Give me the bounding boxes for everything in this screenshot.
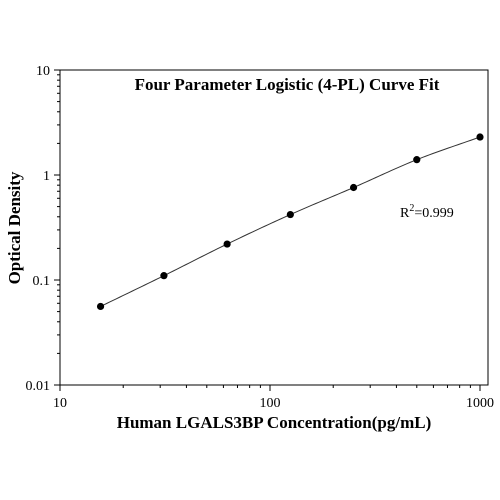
y-tick-label: 1 [43,169,50,184]
ticks-layer: 10 100 1000 0.01 0.1 1 10 [26,64,495,411]
y-axis-title: Optical Density [5,171,24,284]
data-point [413,156,421,164]
data-point [223,240,231,248]
points-layer [96,133,484,311]
y-tick-label: 10 [36,64,50,79]
fit-curve [100,136,481,307]
x-tick-label: 1000 [466,396,494,411]
r-squared-annotation: R2=0.999 [400,203,454,221]
data-point [286,210,294,219]
data-point [96,302,105,311]
y-tick-label: 0.01 [26,379,51,394]
y-tick-label: 0.1 [33,274,51,289]
x-axis-title: Human LGALS3BP Concentration(pg/mL) [117,413,432,432]
curve-layer [100,136,481,307]
data-point [160,272,168,280]
data-point [476,133,484,141]
x-tick-label: 100 [260,396,281,411]
r-squared-value: =0.999 [414,206,453,221]
x-tick-label: 10 [53,396,67,411]
r-squared-base: R [400,206,410,221]
plot-frame [59,69,489,386]
r-squared-superscript: 2 [409,203,414,214]
data-point [349,183,358,192]
chart-title: Four Parameter Logistic (4-PL) Curve Fit [135,75,440,94]
